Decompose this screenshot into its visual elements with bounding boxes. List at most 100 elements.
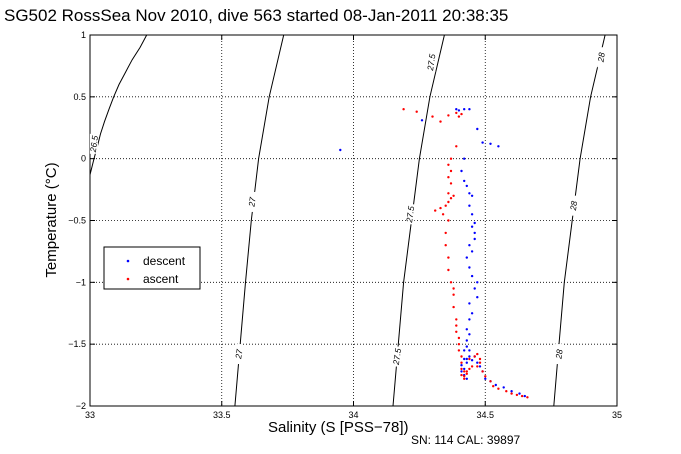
- ascent-point: [478, 357, 482, 361]
- x-tick-label: 34.5: [476, 410, 494, 420]
- descent-point: [468, 302, 471, 305]
- descent-point: [518, 392, 521, 395]
- ascent-point: [468, 357, 471, 361]
- descent-point: [473, 221, 476, 225]
- ascent-point: [455, 111, 458, 115]
- isopycnal-label: 27: [233, 348, 244, 360]
- ascent-point: [520, 394, 524, 398]
- ascent-point: [455, 145, 458, 148]
- ascent-point: [484, 375, 487, 378]
- y-tick-label: −1.5: [68, 339, 86, 349]
- ascent-point: [415, 110, 418, 113]
- ascent-point: [526, 396, 529, 399]
- descent-point: [502, 386, 505, 389]
- data-points: [339, 108, 529, 399]
- legend-box: [103, 246, 201, 290]
- ascent-point: [452, 293, 455, 296]
- x-tick-label: 33.5: [213, 410, 231, 420]
- descent-point: [476, 361, 479, 364]
- descent-point: [478, 365, 482, 368]
- ascent-point: [510, 392, 513, 395]
- x-axis-label: Salinity (S [PSS−78]): [268, 419, 408, 436]
- descent-point: [460, 169, 463, 173]
- descent-point: [463, 179, 466, 183]
- descent-point: [468, 266, 471, 269]
- descent-point: [476, 281, 479, 284]
- descent-point: [476, 127, 479, 131]
- ascent-point: [463, 370, 466, 373]
- y-tick-label: 0.5: [73, 92, 86, 102]
- isopycnal-label: 27: [246, 196, 257, 208]
- descent-point: [470, 225, 474, 228]
- descent-point: [470, 312, 474, 315]
- descent-point: [494, 383, 497, 387]
- ascent-point: [455, 330, 458, 333]
- ascent-point: [489, 380, 492, 383]
- descent-point: [465, 345, 468, 348]
- descent-point: [473, 237, 476, 241]
- descent-point: [465, 361, 468, 364]
- ascent-point: [470, 365, 474, 368]
- ascent-point: [492, 385, 495, 388]
- descent-point: [510, 390, 513, 393]
- ascent-point: [460, 112, 463, 116]
- ascent-point: [481, 370, 484, 373]
- descent-point: [473, 287, 476, 290]
- legend-ascent-label: ascent: [143, 272, 179, 286]
- descent-point: [468, 349, 471, 352]
- ascent-point: [449, 281, 453, 284]
- ascent-point: [444, 244, 447, 247]
- isopycnal-label: 28: [568, 200, 579, 212]
- isopycnal-label: 27.5: [391, 347, 403, 366]
- ascent-point: [497, 387, 500, 390]
- ascent-point: [455, 324, 458, 327]
- descent-point: [468, 333, 471, 336]
- ascent-point: [447, 219, 450, 222]
- ascent-point: [452, 287, 455, 290]
- chart-title: SG502 RossSea Nov 2010, dive 563 started…: [4, 6, 508, 25]
- isopycnal-label-bg: [597, 47, 606, 68]
- ascent-point: [441, 213, 445, 216]
- y-tick-label: −0.5: [68, 216, 86, 226]
- ascent-point: [444, 231, 447, 235]
- descent-point: [468, 355, 471, 358]
- descent-point: [468, 108, 471, 111]
- legend-descent-marker: [126, 259, 130, 263]
- descent-point: [463, 367, 466, 371]
- ascent-point: [457, 343, 461, 346]
- isopycnal-lines: 26.5 27 27 27.5 27.5 27.5 28 28 28: [88, 34, 607, 407]
- ascent-point: [439, 120, 442, 123]
- ascent-point: [515, 393, 519, 397]
- ascent-point: [402, 108, 405, 111]
- ascent-point: [463, 377, 466, 380]
- ascent-point: [505, 390, 508, 393]
- ascent-point: [465, 370, 468, 373]
- descent-point: [468, 318, 471, 321]
- ascent-point: [447, 200, 450, 204]
- ascent-point: [431, 115, 434, 118]
- isopycnal-label-bg: [406, 204, 415, 225]
- ascent-point: [457, 115, 461, 118]
- ascent-point: [460, 355, 463, 358]
- isopycnal-label: 28: [553, 348, 564, 360]
- ascent-point: [457, 336, 461, 340]
- ascent-point: [460, 373, 463, 377]
- ascent-point: [478, 361, 482, 364]
- ascent-point: [439, 206, 442, 210]
- descent-point: [465, 377, 468, 380]
- descent-point: [465, 339, 468, 342]
- ascent-point: [447, 256, 450, 259]
- legend: descent ascent: [103, 246, 201, 290]
- y-tick-label: −1: [76, 277, 86, 287]
- ascent-point: [460, 361, 463, 364]
- ascent-point: [468, 367, 471, 371]
- ascent-point: [452, 305, 455, 309]
- x-tick-label: 33: [85, 410, 95, 420]
- isopycnal-label-bg: [234, 344, 243, 365]
- descent-point: [465, 256, 468, 259]
- ascent-point: [449, 169, 453, 173]
- descent-point: [463, 349, 466, 352]
- descent-point: [460, 364, 463, 367]
- ascent-point: [449, 197, 453, 200]
